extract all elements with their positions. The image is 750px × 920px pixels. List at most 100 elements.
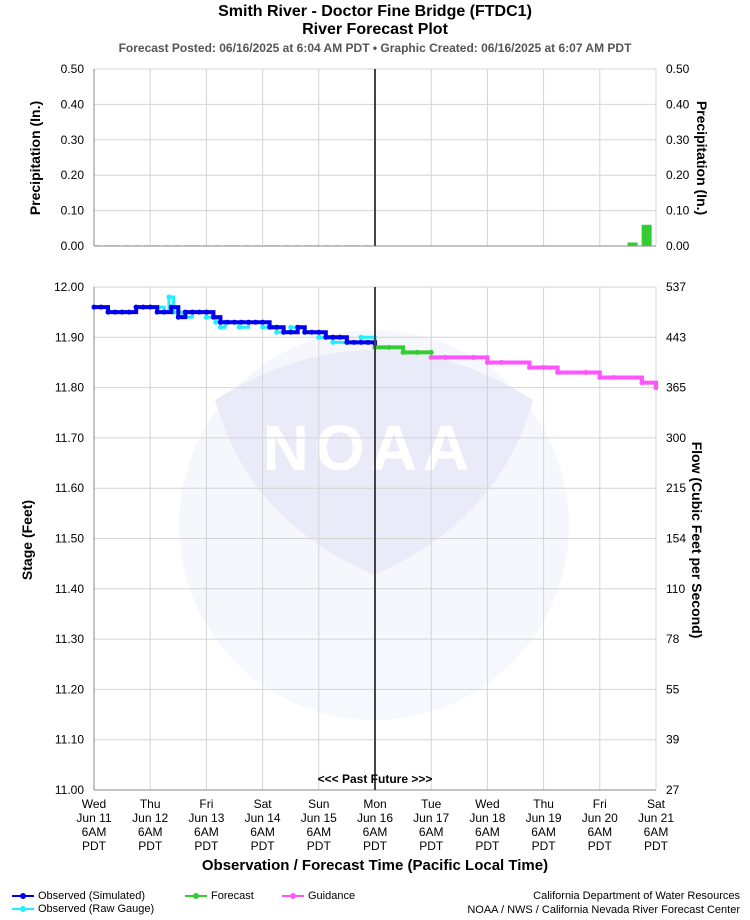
series-point-observed-simulated bbox=[274, 324, 280, 330]
x-tick-label: Jun 14 bbox=[245, 811, 281, 825]
series-point-observed-raw-gauge bbox=[288, 324, 294, 330]
series-point-guidance bbox=[498, 359, 504, 365]
x-tick-label: 6AM bbox=[419, 825, 444, 839]
stage-tick-left: 12.00 bbox=[54, 280, 84, 294]
series-point-observed-simulated bbox=[112, 309, 118, 315]
x-tick-label: Fri bbox=[199, 797, 213, 811]
chart-title: Smith River - Doctor Fine Bridge (FTDC1) bbox=[218, 3, 532, 20]
x-tick-label: PDT bbox=[138, 839, 163, 853]
precip-tick-left: 0.10 bbox=[61, 204, 85, 218]
precip-tick-left: 0.20 bbox=[61, 168, 85, 182]
legend-item-forecast: Forecast bbox=[185, 890, 254, 902]
legend-swatch-forecast bbox=[185, 891, 207, 901]
x-tick-label: Sat bbox=[254, 797, 273, 811]
flow-tick-right: 55 bbox=[666, 682, 680, 696]
x-tick-label: PDT bbox=[588, 839, 613, 853]
series-point-observed-simulated bbox=[344, 339, 350, 345]
x-tick-label: Jun 16 bbox=[357, 811, 393, 825]
x-tick-label: 6AM bbox=[587, 825, 612, 839]
stage-tick-left: 11.00 bbox=[55, 783, 84, 797]
precip-tick-left: 0.40 bbox=[61, 97, 85, 111]
series-point-observed-raw-gauge bbox=[166, 294, 172, 300]
stage-tick-left: 11.90 bbox=[55, 330, 84, 344]
x-tick-label: Fri bbox=[593, 797, 607, 811]
series-point-guidance bbox=[611, 375, 617, 381]
series-point-observed-simulated bbox=[267, 324, 273, 330]
series-point-observed-simulated bbox=[260, 319, 266, 325]
precip-tick-right: 0.20 bbox=[666, 168, 690, 182]
series-point-observed-simulated bbox=[119, 309, 125, 315]
series-point-observed-simulated bbox=[224, 319, 230, 325]
x-tick-label: Sat bbox=[647, 797, 666, 811]
legend-label: Observed (Simulated) bbox=[38, 890, 145, 902]
stage-tick-left: 11.20 bbox=[55, 682, 84, 696]
series-point-observed-simulated bbox=[105, 309, 111, 315]
legend-item-observed-raw: Observed (Raw Gauge) bbox=[12, 903, 154, 915]
series-point-observed-simulated bbox=[196, 309, 202, 315]
credit-noaa: NOAA / NWS / California Nevada River For… bbox=[467, 904, 740, 916]
series-point-observed-simulated bbox=[154, 309, 160, 315]
stage-axis-label: Stage (Feet) bbox=[19, 500, 35, 580]
series-point-observed-simulated bbox=[182, 309, 188, 315]
series-point-observed-simulated bbox=[133, 304, 139, 310]
series-point-observed-simulated bbox=[316, 329, 322, 335]
series-point-observed-raw-gauge bbox=[358, 334, 364, 340]
x-tick-label: Sun bbox=[308, 797, 329, 811]
x-tick-label: 6AM bbox=[644, 825, 669, 839]
noaa-logo-text: NOAA bbox=[263, 412, 475, 484]
precip-tick-right: 0.00 bbox=[666, 239, 690, 253]
series-point-guidance bbox=[484, 359, 490, 365]
chart-subtitle: River Forecast Plot bbox=[302, 21, 448, 38]
precip-bar bbox=[627, 242, 638, 246]
flow-tick-right: 154 bbox=[666, 532, 686, 546]
series-point-observed-simulated bbox=[253, 319, 259, 325]
series-line-guidance bbox=[431, 355, 658, 388]
x-tick-label: Thu bbox=[533, 797, 554, 811]
x-tick-label: Thu bbox=[140, 797, 161, 811]
legend-swatch-observed-simulated bbox=[12, 891, 34, 901]
x-tick-label: Jun 15 bbox=[301, 811, 337, 825]
x-tick-label: PDT bbox=[419, 839, 444, 853]
x-tick-label: Jun 18 bbox=[469, 811, 505, 825]
series-point-observed-simulated bbox=[281, 329, 287, 335]
precip-tick-left: 0.50 bbox=[61, 62, 85, 76]
legend-item-guidance: Guidance bbox=[282, 890, 355, 902]
series-point-guidance bbox=[442, 354, 448, 360]
series-point-guidance bbox=[527, 364, 533, 370]
x-tick-label: 6AM bbox=[194, 825, 219, 839]
legend-swatch-guidance bbox=[282, 891, 304, 901]
x-tick-label: Wed bbox=[475, 797, 499, 811]
series-point-observed-simulated bbox=[351, 339, 357, 345]
posted-timestamp: Forecast Posted: 06/16/2025 at 6:04 AM P… bbox=[118, 41, 632, 55]
x-axis-label: Observation / Forecast Time (Pacific Loc… bbox=[202, 857, 548, 874]
series-point-guidance bbox=[555, 370, 561, 376]
x-tick-label: Jun 17 bbox=[413, 811, 449, 825]
past-future-label: <<< Past Future >>> bbox=[318, 772, 433, 786]
series-point-guidance bbox=[470, 354, 476, 360]
x-tick-label: PDT bbox=[532, 839, 557, 853]
series-point-observed-simulated bbox=[337, 334, 343, 340]
series-point-observed-simulated bbox=[98, 304, 104, 310]
flow-tick-right: 215 bbox=[666, 481, 686, 495]
series-point-observed-raw-gauge bbox=[330, 339, 336, 345]
stage-tick-left: 11.60 bbox=[55, 481, 84, 495]
series-point-observed-simulated bbox=[189, 309, 195, 315]
flow-tick-right: 39 bbox=[666, 733, 680, 747]
series-point-guidance bbox=[597, 375, 603, 381]
x-tick-label: 6AM bbox=[475, 825, 500, 839]
series-point-observed-simulated bbox=[217, 319, 223, 325]
series-point-forecast bbox=[400, 349, 406, 355]
series-point-guidance bbox=[541, 364, 547, 370]
x-tick-label: Tue bbox=[421, 797, 442, 811]
x-tick-label: PDT bbox=[475, 839, 500, 853]
x-tick-label: 6AM bbox=[138, 825, 163, 839]
series-point-observed-simulated bbox=[147, 304, 153, 310]
series-point-observed-simulated bbox=[365, 339, 371, 345]
series-point-observed-simulated bbox=[232, 319, 237, 325]
x-tick-label: PDT bbox=[82, 839, 107, 853]
flow-tick-right: 27 bbox=[666, 783, 680, 797]
flow-tick-right: 78 bbox=[666, 632, 680, 646]
x-tick-label: 6AM bbox=[531, 825, 556, 839]
x-tick-label: Mon bbox=[363, 797, 386, 811]
